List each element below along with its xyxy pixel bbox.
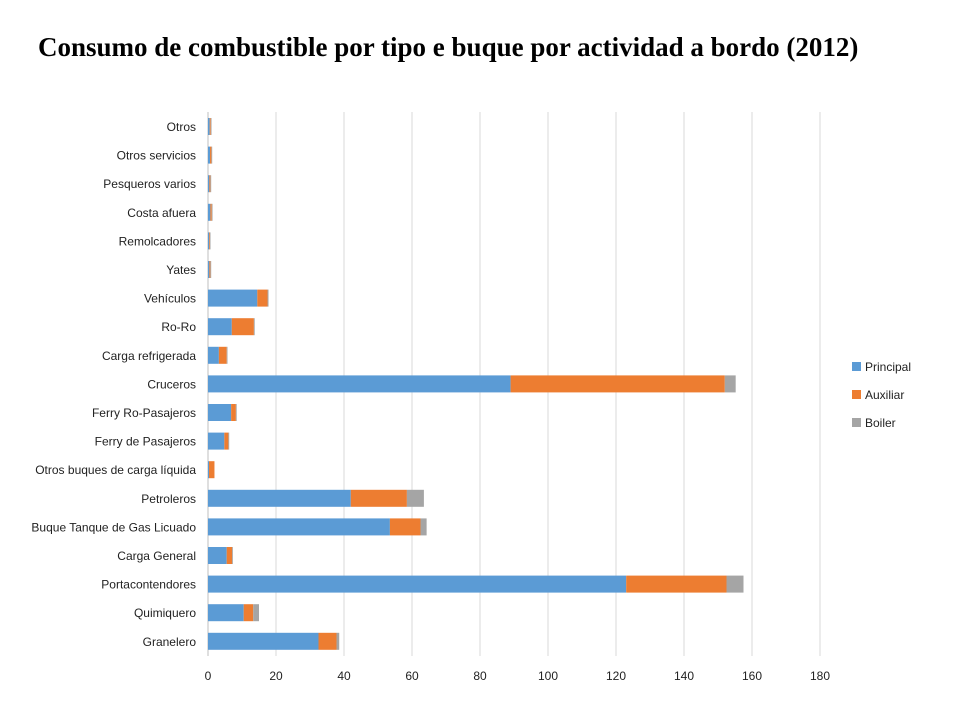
bar-segment-principal [208, 404, 232, 421]
x-tick-label: 0 [205, 669, 212, 683]
bar-segment-principal [208, 604, 244, 622]
bar-segment-principal [208, 318, 232, 336]
bar-segment-auxiliar [350, 489, 407, 507]
bar-segment-boiler [210, 175, 212, 193]
bars [208, 118, 744, 650]
bar-segment-boiler [253, 604, 259, 622]
category-label: Carga General [117, 549, 196, 563]
category-label: Petroleros [141, 492, 196, 506]
bar-segment-auxiliar [231, 318, 254, 336]
category-label: Otros servicios [117, 149, 196, 163]
category-label: Vehículos [144, 292, 196, 306]
bar-segment-principal [208, 547, 227, 564]
bar-segment-principal [208, 632, 319, 650]
category-label: Yates [166, 263, 196, 277]
bar-segment-principal [208, 232, 210, 250]
legend-swatch [852, 418, 861, 427]
category-label: Quimiquero [134, 606, 196, 620]
bar-segment-auxiliar [626, 575, 727, 593]
bar-segment-principal [208, 118, 210, 135]
bar-segment-principal [208, 146, 211, 164]
bar-segment-boiler [226, 346, 228, 364]
bar-segment-boiler [211, 203, 213, 221]
bar-segment-boiler [420, 518, 427, 536]
x-tick-label: 180 [810, 669, 830, 683]
bar-segment-boiler [726, 575, 744, 593]
bar-segment-principal [208, 432, 225, 450]
bar-segment-auxiliar [218, 346, 227, 364]
category-label: Ro-Ro [161, 320, 196, 334]
bar-segment-auxiliar [389, 518, 421, 536]
category-label: Carga refrigerada [102, 349, 196, 363]
tick-labels: 0 20 40 60 80 100 120 140 160 180 [205, 669, 831, 683]
x-tick-label: 40 [337, 669, 351, 683]
category-label: Pesqueros varios [103, 177, 196, 191]
category-label: Otros [167, 120, 196, 134]
x-tick-label: 160 [742, 669, 762, 683]
category-label: Otros buques de carga líquida [35, 463, 196, 477]
category-labels: Otros Otros servicios Pesqueros varios Cost… [31, 120, 196, 649]
bar-segment-boiler [232, 547, 233, 564]
bar-segment-principal [208, 289, 258, 307]
x-tick-label: 20 [269, 669, 283, 683]
category-label: Cruceros [147, 377, 196, 391]
category-label: Costa afuera [127, 206, 196, 220]
bar-segment-auxiliar [209, 175, 211, 193]
bar-segment-boiler [253, 318, 255, 336]
bar-segment-auxiliar [318, 632, 337, 650]
bar-segment-principal [208, 575, 627, 593]
bar-segment-principal [208, 203, 211, 221]
x-tick-label: 60 [405, 669, 419, 683]
legend-swatch [852, 390, 861, 399]
x-tick-label: 140 [674, 669, 694, 683]
bar-segment-auxiliar [243, 604, 254, 622]
bar-segment-auxiliar [510, 375, 725, 393]
bar-segment-boiler [406, 489, 424, 507]
bar-segment-principal [208, 175, 210, 193]
chart-title: Consumo de combustible por tipo e buque … [38, 32, 859, 62]
bar-segment-auxiliar [231, 404, 236, 421]
bar-segment-principal [208, 261, 210, 278]
bar-segment-auxiliar [226, 547, 233, 564]
bar-segment-auxiliar [209, 261, 211, 278]
legend-swatch [852, 362, 861, 371]
legend: Principal Auxiliar Boiler [852, 360, 911, 430]
bar-segment-auxiliar [209, 118, 211, 135]
bar-segment-boiler [336, 632, 340, 650]
category-label: Remolcadores [119, 234, 196, 248]
legend-label: Auxiliar [865, 388, 904, 402]
bar-segment-auxiliar [209, 461, 215, 479]
bar-segment-auxiliar [210, 203, 212, 221]
category-label: Ferry Ro-Pasajeros [92, 406, 196, 420]
bar-segment-boiler [724, 375, 736, 393]
bar-segment-boiler [210, 261, 212, 278]
category-label: Ferry de Pasajeros [95, 435, 196, 449]
x-tick-label: 100 [538, 669, 558, 683]
bar-segment-principal [208, 461, 210, 479]
bar-segment-boiler [235, 404, 237, 421]
legend-label: Boiler [865, 416, 896, 430]
bar-segment-boiler [228, 432, 230, 450]
bar-segment-boiler [209, 232, 211, 250]
bar-segment-auxiliar [210, 146, 212, 164]
bar-segment-boiler [210, 118, 212, 135]
bar-segment-boiler [211, 146, 213, 164]
bar-segment-auxiliar [224, 432, 229, 450]
bar-segment-principal [208, 346, 219, 364]
bar-segment-principal [208, 489, 351, 507]
x-tick-label: 80 [473, 669, 487, 683]
legend-label: Principal [865, 360, 911, 374]
category-label: Granelero [143, 635, 197, 649]
bar-segment-principal [208, 518, 390, 536]
category-label: Portacontendores [101, 578, 196, 592]
bar-segment-auxiliar [209, 232, 210, 250]
bar-segment-boiler [267, 289, 269, 307]
x-tick-label: 120 [606, 669, 626, 683]
category-label: Buque Tanque de Gas Licuado [31, 520, 196, 534]
bar-segment-principal [208, 375, 511, 393]
bar-segment-auxiliar [257, 289, 268, 307]
